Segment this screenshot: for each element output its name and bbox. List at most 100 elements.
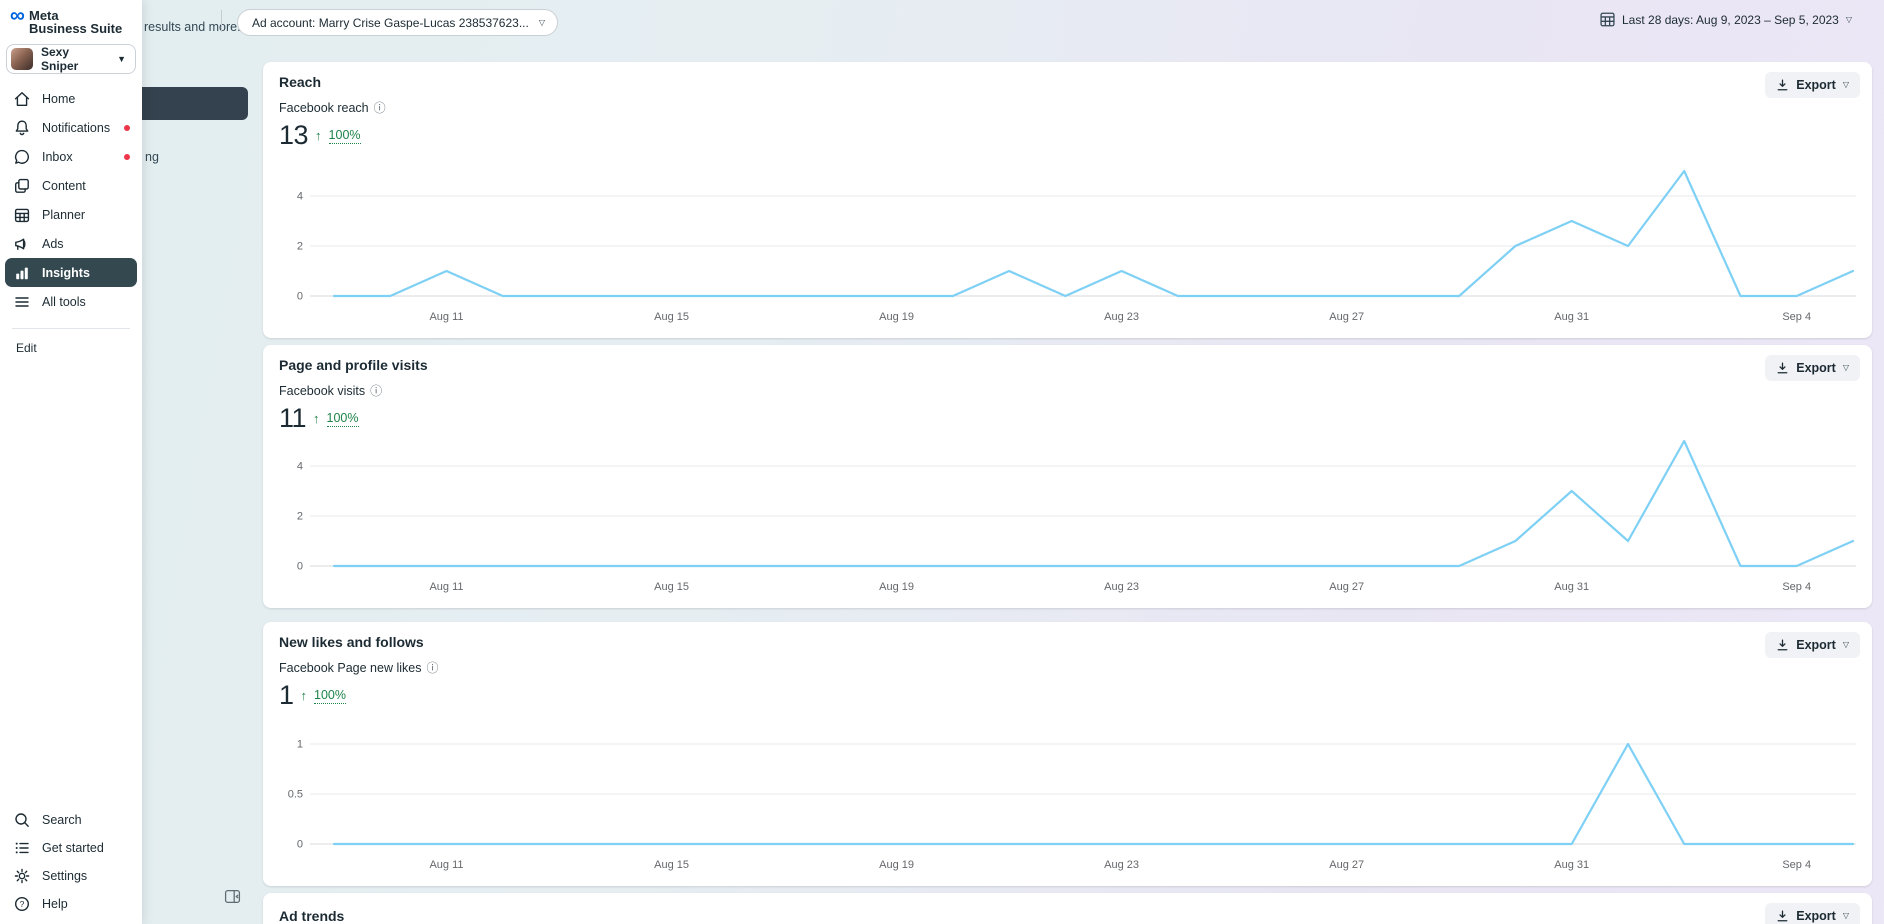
sidebar-item-inbox[interactable]: Inbox	[0, 142, 142, 171]
increase-arrow-icon: ↑	[315, 128, 322, 143]
sidebar-item-label: Search	[42, 813, 82, 827]
svg-text:Aug 19: Aug 19	[879, 311, 914, 323]
svg-text:0: 0	[297, 561, 303, 573]
business-switcher[interactable]: Sexy Sniper ▼	[6, 44, 136, 74]
svg-text:Aug 19: Aug 19	[879, 859, 914, 871]
sidebar-item-home[interactable]: Home	[0, 84, 142, 113]
export-label: Export	[1796, 78, 1836, 92]
sidebar-item-ads[interactable]: Ads	[0, 229, 142, 258]
sidebar-item-notifications[interactable]: Notifications	[0, 113, 142, 142]
sidebar-item-get-started[interactable]: Get started	[0, 834, 142, 862]
svg-text:4: 4	[297, 191, 303, 203]
chevron-down-icon: ▽	[1842, 640, 1849, 649]
metric-change[interactable]: 100%	[314, 687, 347, 704]
svg-text:Sep 4: Sep 4	[1782, 581, 1811, 593]
ad-account-selector[interactable]: Ad account: Marry Crise Gaspe-Lucas 2385…	[237, 9, 558, 36]
new-likes-line-chart[interactable]: 0 0.5 1 Aug 11 Aug 15 Aug 19 Aug 23 Aug 27 Aug 3…	[279, 696, 1856, 876]
brand-line1: Meta	[28, 8, 59, 23]
metric-total: 13	[279, 120, 309, 150]
svg-text:2: 2	[297, 241, 303, 253]
new-likes-card: New likes and follows Export ▽ Facebook …	[263, 622, 1872, 886]
sidebar-item-label: Ads	[42, 236, 64, 251]
sidebar-item-label: Notifications	[42, 120, 111, 135]
svg-text:Aug 27: Aug 27	[1329, 581, 1364, 593]
date-range-label: Last 28 days: Aug 9, 2023 – Sep 5, 2023	[1622, 12, 1839, 27]
date-range-selector[interactable]: Last 28 days: Aug 9, 2023 – Sep 5, 2023 …	[1600, 12, 1852, 27]
sidebar-item-planner[interactable]: Planner	[0, 200, 142, 229]
sidebar-item-help[interactable]: ? Help	[0, 890, 142, 918]
increase-arrow-icon: ↑	[300, 688, 308, 703]
svg-text:Aug 31: Aug 31	[1554, 859, 1589, 871]
svg-text:4: 4	[297, 461, 303, 473]
metric-total: 1	[279, 680, 294, 710]
avatar	[11, 48, 33, 70]
chevron-down-icon: ▽	[1845, 14, 1852, 24]
metric-name: Facebook reach	[279, 101, 369, 115]
download-icon	[1777, 362, 1788, 373]
sidebar-item-all-tools[interactable]: All tools	[0, 287, 142, 316]
export-button[interactable]: Export ▽	[1765, 355, 1860, 381]
search-icon	[15, 813, 29, 827]
sidebar-item-settings[interactable]: Settings	[0, 862, 142, 890]
calendar-icon	[1600, 12, 1615, 27]
svg-text:Sep 4: Sep 4	[1782, 859, 1811, 871]
sidebar-item-label: Get started	[42, 841, 104, 855]
card-title: Page and profile visits	[279, 357, 428, 373]
visits-line-chart[interactable]: 0 2 4 Aug 11 Aug 15 Aug 19 Aug 23 Aug 27 Aug 31 S…	[279, 418, 1856, 598]
home-icon	[14, 91, 30, 106]
svg-text:Aug 23: Aug 23	[1104, 311, 1139, 323]
sidebar-item-search[interactable]: Search	[0, 806, 142, 834]
svg-text:Aug 15: Aug 15	[654, 311, 689, 323]
info-icon[interactable]: ⓘ	[373, 101, 386, 115]
sidebar-edit-button[interactable]: Edit	[16, 341, 37, 355]
checklist-icon	[15, 842, 29, 854]
download-icon	[1777, 910, 1788, 921]
sidebar-item-insights[interactable]: Insights	[5, 258, 137, 287]
page-tagline-fragment: results and more.	[144, 20, 241, 34]
svg-text:Aug 27: Aug 27	[1329, 859, 1364, 871]
content-icon	[15, 178, 29, 193]
reach-line-chart[interactable]: 0 2 4 Aug 11 Aug 15 Aug 19 Aug 23 Aug 27 Aug 31 S…	[279, 148, 1856, 328]
brand-line2: Business Suite	[28, 21, 123, 36]
page-visits-card: Page and profile visits Export ▽ Faceboo…	[263, 345, 1872, 608]
ads-megaphone-icon	[15, 238, 26, 250]
card-title: Ad trends	[279, 908, 345, 924]
notification-dot	[124, 124, 130, 131]
svg-text:Aug 23: Aug 23	[1104, 581, 1139, 593]
ad-trends-card: Ad trends Export ▽	[263, 893, 1872, 924]
chevron-down-icon: ▽	[538, 17, 545, 27]
info-icon[interactable]: ⓘ	[426, 661, 439, 675]
meta-logo-icon: ∞	[10, 4, 25, 27]
metric-total: 11	[279, 403, 307, 433]
topbar-divider	[221, 10, 222, 32]
export-button[interactable]: Export ▽	[1765, 632, 1860, 658]
sidebar-item-content[interactable]: Content	[0, 171, 142, 200]
svg-text:1: 1	[297, 739, 303, 751]
svg-text:0: 0	[297, 839, 303, 851]
sidebar-item-label: Home	[42, 91, 76, 106]
sidebar-divider	[12, 328, 130, 329]
sidebar-item-label: Insights	[42, 265, 90, 280]
insights-bars-icon	[16, 267, 28, 279]
collapse-panel-icon[interactable]	[224, 888, 241, 905]
card-title: New likes and follows	[279, 634, 424, 650]
metric-change[interactable]: 100%	[326, 410, 359, 427]
svg-text:Aug 15: Aug 15	[654, 859, 689, 871]
metric-change[interactable]: 100%	[328, 127, 361, 144]
chevron-down-icon: ▽	[1842, 80, 1849, 89]
bell-icon	[15, 120, 29, 135]
svg-text:2: 2	[297, 511, 303, 523]
download-icon	[1777, 79, 1788, 90]
svg-text:0.5: 0.5	[288, 789, 303, 801]
info-icon[interactable]: ⓘ	[370, 384, 383, 398]
meta-business-suite-logo[interactable]: ∞ Meta Business Suite	[0, 0, 142, 35]
gear-icon	[14, 868, 30, 884]
svg-text:0: 0	[297, 291, 303, 303]
help-icon: ?	[14, 896, 30, 912]
export-button[interactable]: Export ▽	[1765, 903, 1860, 924]
chevron-down-icon: ▼	[117, 54, 126, 64]
metric-name: Facebook visits	[279, 384, 366, 398]
chevron-down-icon: ▽	[1842, 363, 1849, 372]
export-button[interactable]: Export ▽	[1765, 72, 1860, 98]
svg-text:Aug 11: Aug 11	[429, 311, 463, 323]
